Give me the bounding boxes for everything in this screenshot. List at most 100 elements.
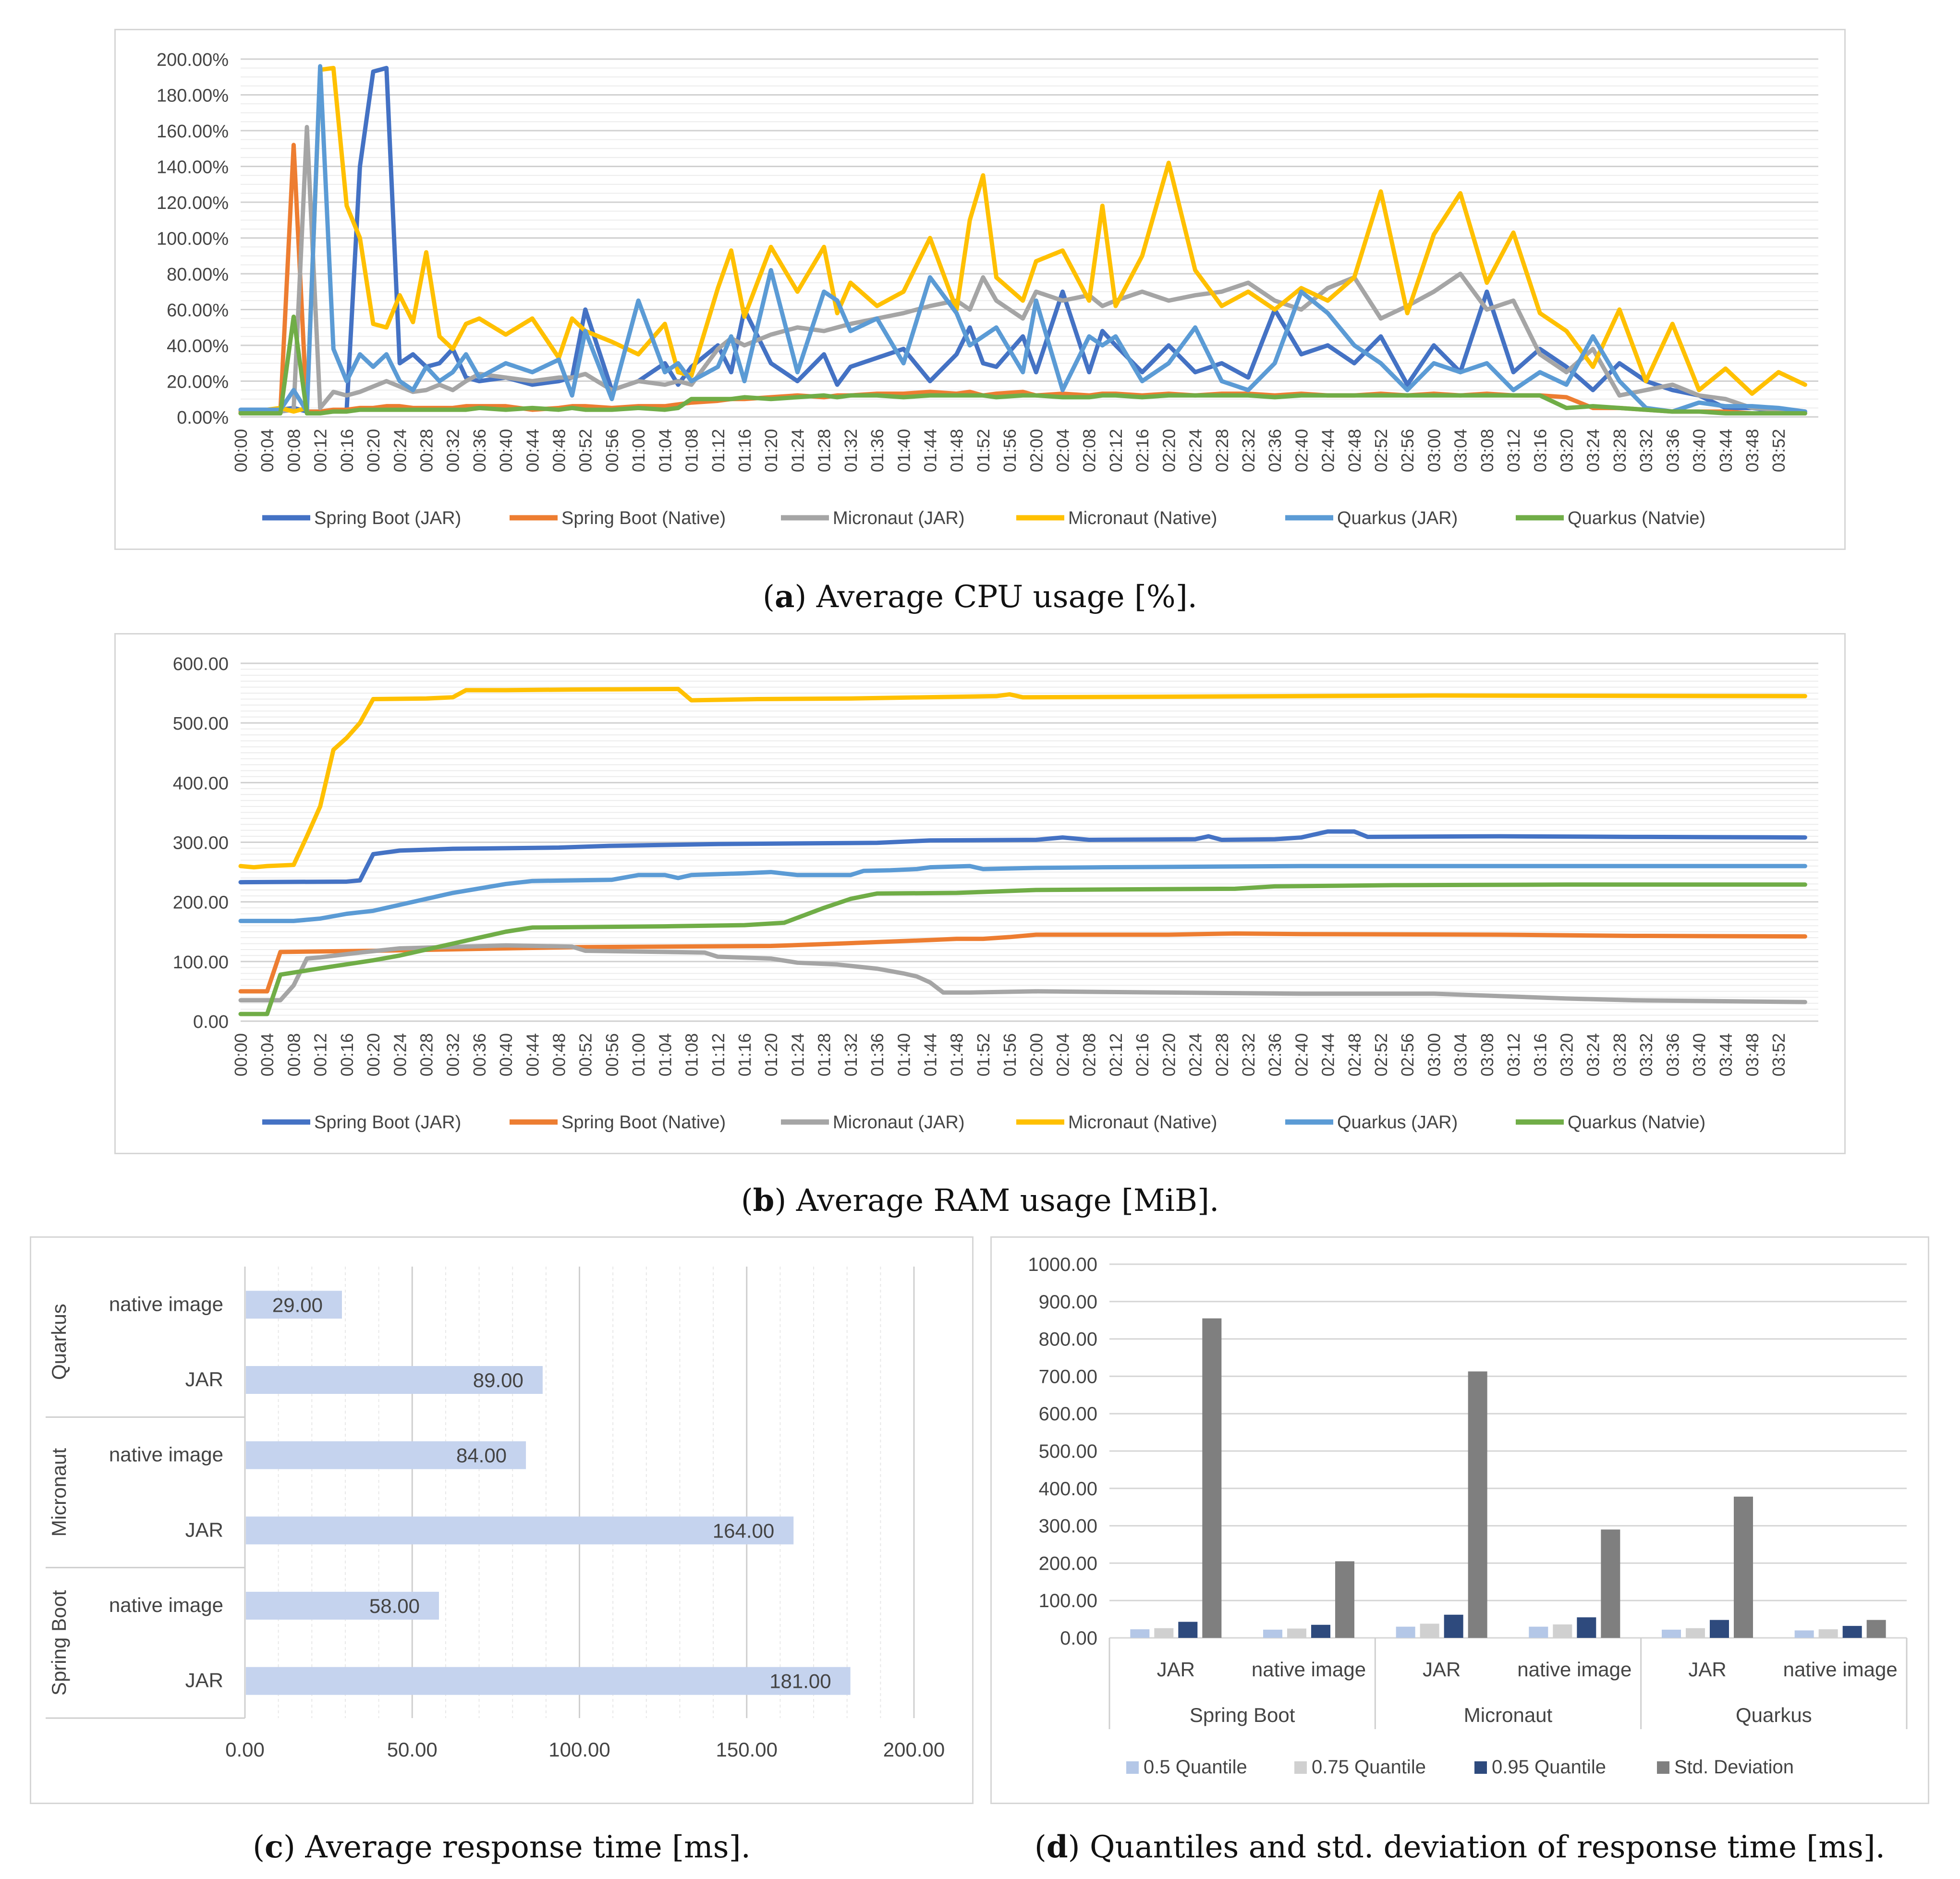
x-tick-label: 00:28 [416,429,436,472]
group-label-spring-boot: Spring Boot [48,1590,70,1696]
x-tick-label: 03:32 [1636,429,1656,472]
y-tick-label: 600.00 [1039,1403,1097,1425]
x-category-label: native image [1783,1658,1898,1681]
x-tick-label: 02:08 [1080,1033,1099,1076]
bar-std-deviation-2 [1468,1371,1487,1638]
x-tick-label: 01:48 [947,429,967,472]
bar-value-label: 164.00 [713,1519,774,1542]
x-tick-label: 03:52 [1769,429,1789,472]
x-tick-label: 03:04 [1451,429,1471,472]
x-tick-label: 03:28 [1610,1033,1630,1076]
bar-0-75-quantile-4 [1686,1628,1705,1638]
legend-label-0-75-quantile: 0.75 Quantile [1312,1757,1426,1778]
x-tick-label: 00:08 [284,429,304,472]
x-tick-label: 02:40 [1291,429,1311,472]
cpu-usage-chart: 0.00% 20.00% 40.00% 60.00% 80.00% 100.00% 120.… [157,50,1818,528]
x-tick-label: 01:00 [629,429,648,472]
series-line-micronaut-jar [238,125,1807,416]
x-tick-label: 01:08 [682,1033,702,1076]
x-tick-label: 01:04 [655,429,675,472]
x-tick-label: 02:28 [1212,1033,1232,1076]
x-tick-label: 01:12 [708,429,728,472]
series-line-quarkus-jar [238,864,1807,923]
x-tick-label: 03:28 [1610,429,1630,472]
legend-label-quarkus-natvie: Quarkus (Natvie) [1568,1112,1705,1133]
bar-0-95-quantile-0 [1178,1622,1198,1638]
group-label-quarkus: Quarkus [48,1304,70,1380]
x-tick-label: 01:44 [920,429,940,472]
ram-usage-chart: 0.00 100.00 200.00 300.00 400.00 500.00 600.00… [173,654,1818,1133]
x-tick-label: 0.00 [225,1738,265,1761]
legend-swatch-std-deviation [1657,1761,1669,1774]
x-category-label: JAR [1423,1658,1461,1681]
x-tick-label: 01:40 [894,1033,913,1076]
x-tick-label: 01:32 [841,1033,861,1076]
legend-swatch-0-75-quantile [1294,1761,1307,1774]
x-tick-label: 03:24 [1583,1033,1603,1076]
response-time-panel: 0.00 50.00 100.00 150.00 200.00 Quarkus native… [30,1236,974,1804]
x-tick-label: 03:48 [1742,429,1762,472]
y-tick-label: 20.00% [167,372,229,392]
x-tick-label: 00:04 [257,1033,277,1076]
y-tick-label: 1000.00 [1028,1254,1097,1275]
x-tick-label: 03:12 [1504,1033,1523,1076]
x-tick-label: 03:44 [1716,429,1736,472]
y-tick-label: 200.00 [173,893,229,913]
y-tick-label: 600.00 [173,654,229,674]
x-tick-label: 02:44 [1318,1033,1338,1076]
x-tick-label: 01:28 [815,429,834,472]
x-tick-label: 00:24 [390,1033,410,1076]
ram-chart-panel: 0.00 100.00 200.00 300.00 400.00 500.00 600.00… [114,633,1846,1154]
x-tick-label: 01:20 [761,1033,781,1076]
bar-category-label: native image [109,1293,223,1315]
bar-0-75-quantile-0 [1154,1628,1174,1638]
x-tick-label: 03:44 [1716,1033,1736,1076]
x-tick-label: 03:52 [1769,1033,1789,1076]
bar-0-5-quantile-3 [1529,1626,1548,1638]
x-tick-label: 03:12 [1504,429,1523,472]
series-line-micronaut-jar [238,943,1807,1004]
x-tick-label: 01:16 [735,429,755,472]
x-tick-label: 00:40 [496,429,516,472]
caption-c: (c) Average response time [ms]. [253,1829,751,1865]
x-tick-label: 01:40 [894,429,913,472]
y-tick-label: 200.00 [1039,1553,1097,1574]
y-tick-label: 160.00% [157,122,229,142]
x-tick-label: 01:56 [1000,429,1020,472]
bar-std-deviation-0 [1202,1318,1222,1638]
x-tick-label: 02:12 [1106,429,1126,472]
x-tick-label: 03:32 [1636,1033,1656,1076]
x-tick-label: 03:16 [1530,1033,1550,1076]
y-tick-label: 120.00% [157,193,229,213]
x-tick-label: 02:00 [1026,429,1046,472]
x-tick-label: 01:20 [761,429,781,472]
x-tick-label: 03:36 [1663,1033,1682,1076]
x-tick-label: 02:20 [1159,429,1179,472]
y-tick-label: 80.00% [167,265,229,285]
x-tick-label: 01:08 [682,429,702,472]
bar-0-75-quantile-1 [1287,1628,1306,1638]
x-tick-label: 03:20 [1557,1033,1577,1076]
bar-quarkus-jar [246,1366,543,1394]
x-tick-label: 03:16 [1530,429,1550,472]
x-tick-label: 02:00 [1026,1033,1046,1076]
x-tick-label: 01:36 [867,1033,887,1076]
x-tick-label: 00:12 [311,1033,330,1076]
y-tick-label: 500.00 [173,714,229,734]
x-tick-label: 01:52 [974,429,993,472]
x-category-label: JAR [1688,1658,1726,1681]
x-tick-label: 01:16 [735,1033,755,1076]
x-tick-label: 00:00 [231,429,251,472]
bar-value-label: 181.00 [769,1670,831,1693]
x-tick-label: 00:08 [284,1033,304,1076]
series-line-quarkus-natvie [238,882,1807,1016]
x-tick-label: 02:24 [1186,1033,1205,1076]
y-tick-label: 0.00% [177,408,229,428]
x-tick-label: 03:08 [1477,1033,1497,1076]
y-tick-label: 400.00 [173,773,229,793]
y-tick-label: 180.00% [157,86,229,106]
y-tick-label: 300.00 [1039,1516,1097,1537]
x-tick-label: 01:36 [867,429,887,472]
cpu-chart-panel: 0.00% 20.00% 40.00% 60.00% 80.00% 100.00% 120.… [114,29,1846,550]
bar-0-5-quantile-2 [1396,1626,1415,1638]
